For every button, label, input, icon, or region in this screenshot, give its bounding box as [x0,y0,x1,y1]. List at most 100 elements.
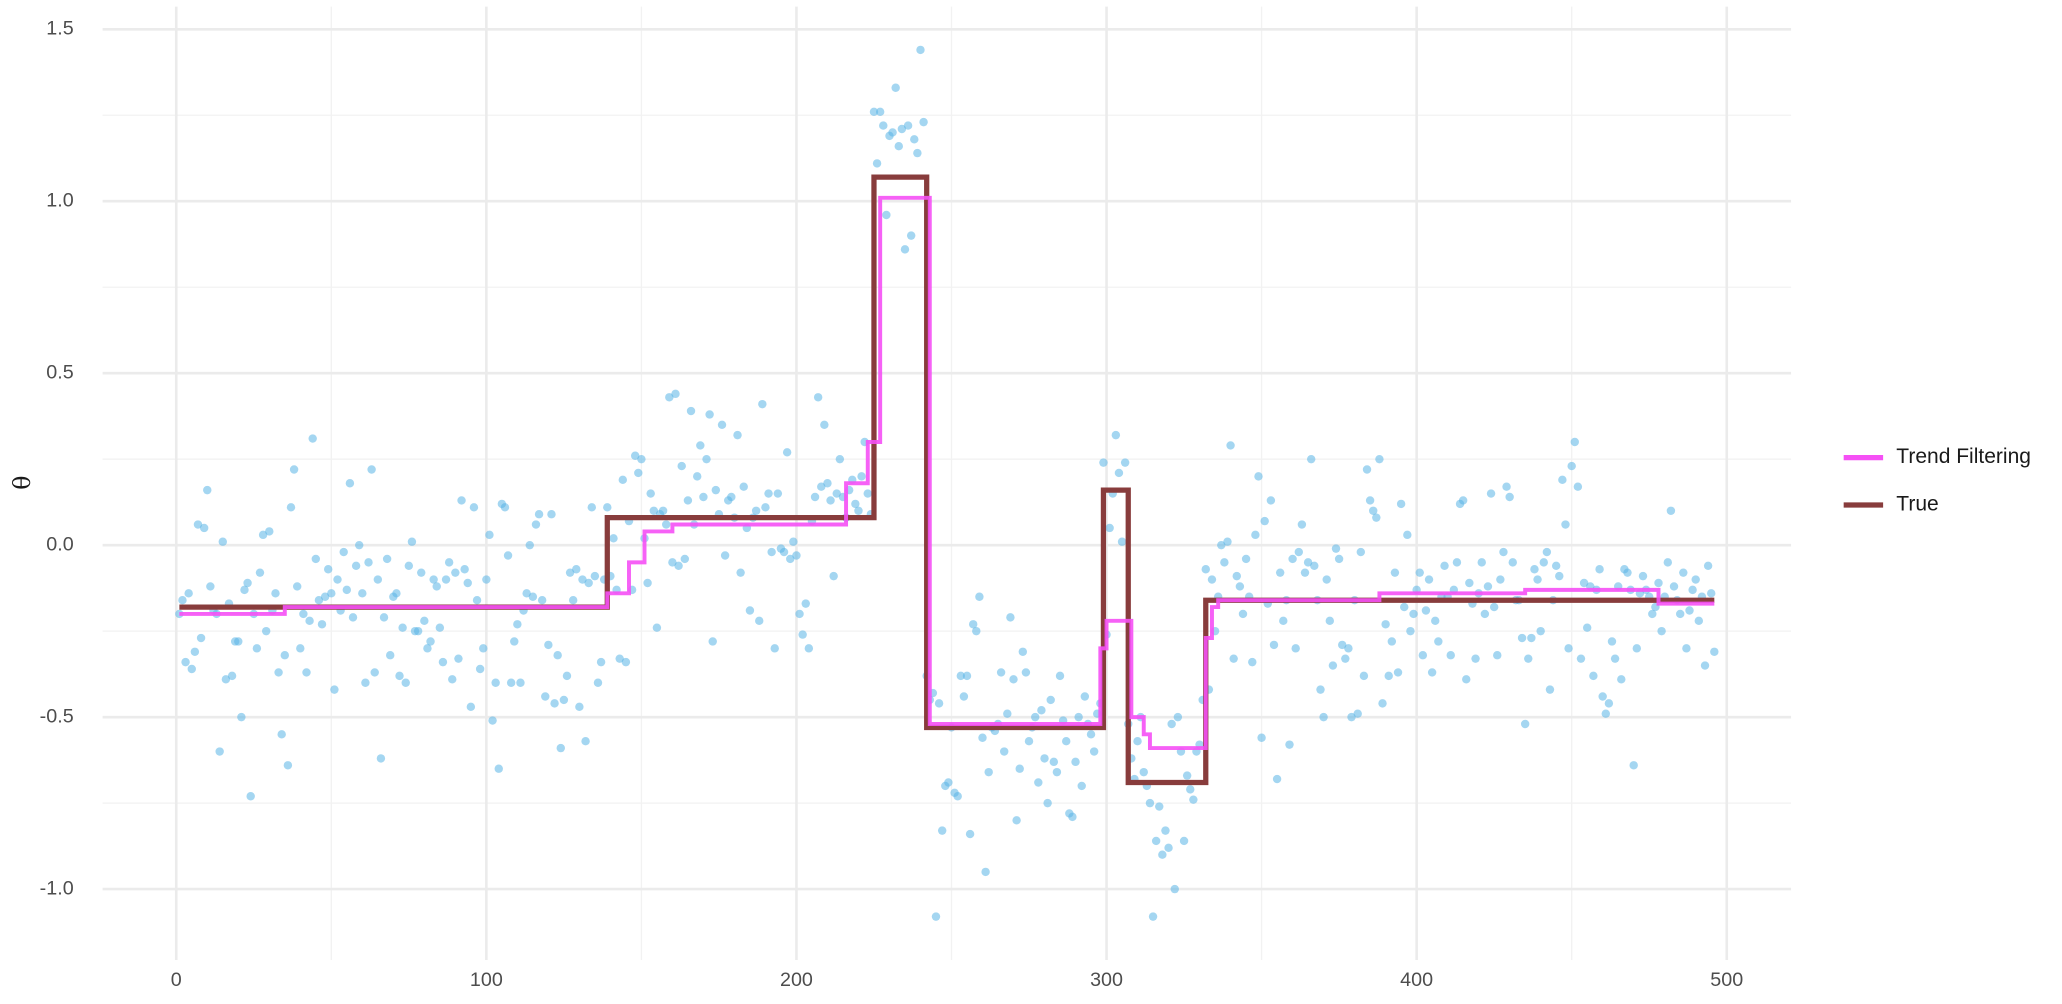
data-point [178,595,187,605]
data-point [246,792,255,801]
data-point [1322,575,1331,584]
data-point [1663,558,1673,567]
y-tick-label: -0.5 [40,705,74,727]
data-point [671,389,680,399]
data-point [1037,706,1046,715]
data-point [767,547,776,557]
data-point [1561,520,1570,529]
data-point [466,702,476,712]
data-point [1362,465,1372,474]
data-point [1220,558,1229,567]
data-point [1499,547,1508,557]
data-point [1493,651,1502,660]
data-point [1393,668,1403,677]
data-point [1508,558,1517,567]
data-point [227,671,237,681]
data-point [1502,482,1511,491]
data-point [494,764,503,773]
data-point [342,585,352,595]
data-point [1542,547,1552,557]
data-point [215,747,224,756]
data-point [482,575,491,584]
data-point [900,245,910,254]
data-point [661,520,671,529]
data-point [916,45,925,55]
data-point [1186,785,1195,794]
data-point [956,671,966,681]
data-point [572,565,581,574]
data-point [299,609,308,619]
data-point [643,578,652,588]
data-point [1089,747,1099,756]
data-point [1074,712,1083,722]
data-point [1688,585,1697,595]
data-point [370,668,379,677]
data-point [1632,644,1642,653]
data-point [559,695,569,705]
data-point [699,492,708,502]
data-point [1520,719,1530,729]
data-point [1604,699,1614,708]
data-point [1372,513,1381,522]
data-point [959,692,969,701]
data-point [1334,554,1344,564]
data-point [813,393,823,402]
y-tick-label: 0.0 [46,533,73,555]
y-tick-label: 1.0 [46,189,73,211]
data-point [252,644,262,653]
data-point [1669,582,1679,591]
data-point [1288,554,1297,564]
data-point [1269,640,1279,650]
data-point [708,637,717,646]
data-point [770,644,779,653]
data-point [1390,568,1400,577]
data-point [897,124,907,134]
data-point [1375,454,1384,464]
data-point [953,792,962,801]
data-point [717,420,727,430]
data-point [1316,685,1325,694]
data-point [472,595,482,605]
data-point [1117,537,1127,546]
data-point [1418,651,1428,660]
data-point [265,527,274,536]
data-point [280,651,289,660]
data-point [810,492,820,502]
data-point [237,712,246,722]
data-point [1409,609,1418,619]
data-point [965,829,975,839]
data-point [537,595,547,605]
data-point [1496,575,1505,584]
data-point [996,668,1006,677]
data-point [894,142,903,151]
data-point [1114,468,1124,478]
y-axis-title: θ [8,475,36,489]
data-point [199,523,209,533]
data-point [348,613,358,622]
data-point [1248,657,1257,667]
data-point [314,595,324,605]
data-point [789,537,798,546]
data-point [919,117,928,127]
data-point [761,503,770,512]
data-point [1471,654,1480,663]
data-point [1158,850,1167,859]
data-point [395,671,404,681]
data-point [711,485,721,495]
data-point [1676,609,1685,619]
data-point [1427,668,1437,677]
data-point [584,578,593,588]
data-point [491,678,500,687]
data-point [1421,606,1431,615]
data-point [1031,712,1040,722]
data-point [1638,571,1648,581]
data-point [444,558,454,567]
data-point [420,616,429,626]
data-point [553,651,562,660]
data-point [1241,554,1251,564]
data-point [1238,609,1248,619]
data-point [863,489,872,498]
data-point [1310,561,1319,571]
data-point [323,565,333,574]
